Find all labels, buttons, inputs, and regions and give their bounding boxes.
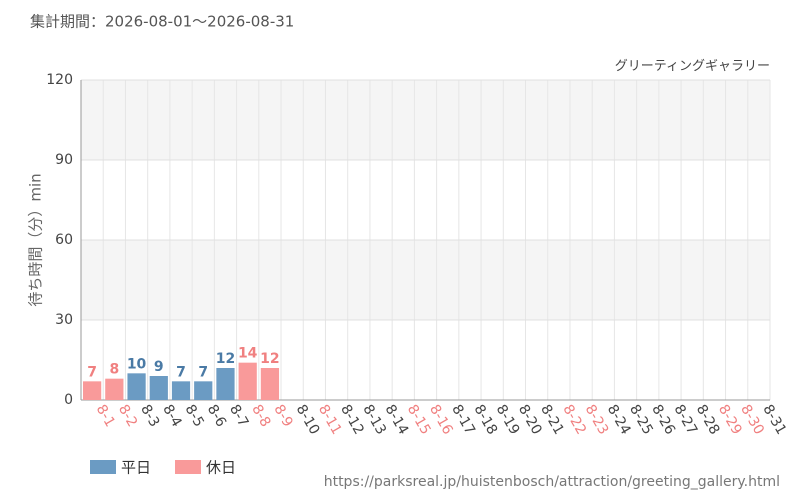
bar xyxy=(127,373,146,400)
x-tick-label: 8-8 xyxy=(248,402,273,430)
value-label: 7 xyxy=(176,364,186,380)
x-tick-label: 8-3 xyxy=(137,402,162,430)
source: https://parksreal.jp/huistenbosch/attrac… xyxy=(324,474,780,490)
y-tick-label: 60 xyxy=(55,232,73,248)
value-label: 12 xyxy=(216,351,235,367)
bar xyxy=(216,368,235,400)
legend-swatch xyxy=(90,460,116,474)
y-tick-label: 30 xyxy=(55,312,73,328)
value-label: 10 xyxy=(127,356,147,372)
x-tick-label: 8-4 xyxy=(159,402,184,430)
value-label: 7 xyxy=(87,364,97,380)
legend-swatch xyxy=(175,460,201,474)
bar xyxy=(194,381,213,400)
value-label: 12 xyxy=(260,351,279,367)
value-label: 9 xyxy=(154,359,164,375)
bar xyxy=(149,376,168,400)
x-tick-label: 8-1 xyxy=(93,402,118,430)
grid-band xyxy=(81,240,770,320)
x-tick-label: 8-7 xyxy=(226,402,251,430)
x-tick-label: 8-5 xyxy=(182,402,207,430)
x-tick-label: 8-9 xyxy=(270,402,295,430)
value-label: 14 xyxy=(238,346,258,362)
y-tick-label: 120 xyxy=(46,72,73,88)
bar xyxy=(83,381,102,400)
y-tick-label: 0 xyxy=(64,392,73,408)
value-label: 8 xyxy=(109,362,119,378)
chart-label: グリーティングギャラリー xyxy=(615,59,770,74)
x-tick-label: 8-6 xyxy=(204,402,229,430)
legend-label: 休日 xyxy=(206,459,236,477)
bar xyxy=(260,368,280,400)
x-tick-label: 8-31 xyxy=(759,402,789,438)
legend-label: 平日 xyxy=(121,459,151,477)
bar xyxy=(105,378,124,400)
y-tick-label: 90 xyxy=(55,152,73,168)
bar xyxy=(238,362,257,400)
y-axis-label: 待ち時間（分）min xyxy=(27,173,45,306)
subtitle: 集計期間：2026-08-01～2026-08-31 xyxy=(30,13,294,31)
grid-band xyxy=(81,80,770,160)
value-label: 7 xyxy=(198,364,208,380)
bar xyxy=(171,381,191,400)
x-tick-label: 8-2 xyxy=(115,402,140,430)
